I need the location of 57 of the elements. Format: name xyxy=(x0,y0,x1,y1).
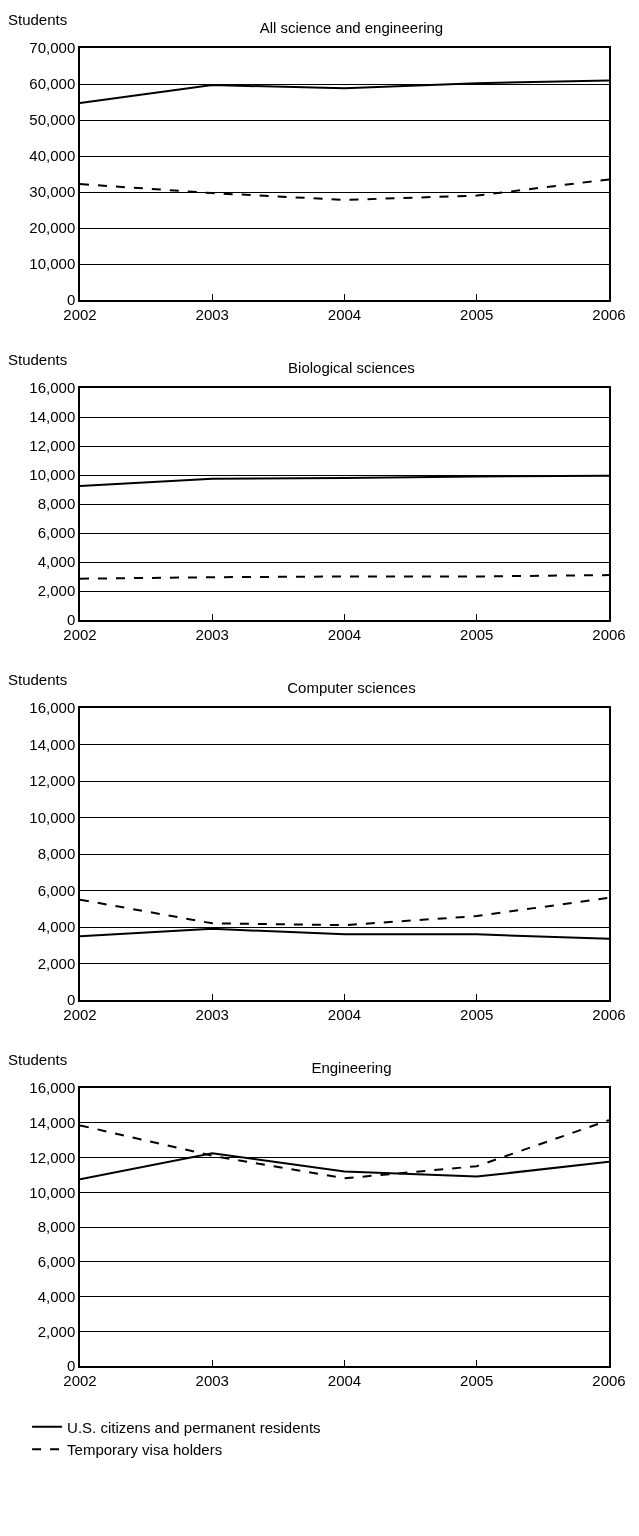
y-tick-label: 40,000 xyxy=(29,147,76,165)
y-tick-label: 4,000 xyxy=(37,918,76,936)
y-tick-label: 6,000 xyxy=(37,1253,76,1270)
y-tick-label: 50,000 xyxy=(29,111,76,129)
x-tick-label: 2003 xyxy=(195,305,229,323)
x-tick-label: 2006 xyxy=(592,305,626,323)
y-axis-title: Students xyxy=(8,11,68,28)
legend-label: U.S. citizens and permanent residents xyxy=(67,1418,321,1436)
x-tick-label: 2004 xyxy=(327,305,362,323)
chart-title: Biological sciences xyxy=(288,359,415,377)
y-tick-label: 16,000 xyxy=(29,1079,76,1097)
x-tick-label: 2003 xyxy=(195,1371,229,1389)
y-tick-label: 16,000 xyxy=(29,699,76,717)
y-tick-label: 2,000 xyxy=(37,582,76,600)
x-tick-label: 2003 xyxy=(195,625,229,643)
y-tick-label: 10,000 xyxy=(29,466,76,484)
y-axis-title: Students xyxy=(8,671,68,688)
y-tick-label: 2,000 xyxy=(37,954,76,972)
y-tick-label: 6,000 xyxy=(37,881,76,899)
x-tick-label: 2006 xyxy=(592,1005,626,1023)
y-tick-label: 12,000 xyxy=(29,1148,76,1166)
y-tick-label: 10,000 xyxy=(29,255,76,273)
x-tick-label: 2005 xyxy=(460,1005,494,1023)
y-tick-label: 8,000 xyxy=(37,845,76,863)
y-tick-label: 16,000 xyxy=(29,379,76,397)
y-tick-label: 20,000 xyxy=(29,219,76,237)
y-tick-label: 14,000 xyxy=(29,1114,76,1131)
chart-title: All science and engineering xyxy=(259,19,444,37)
y-tick-label: 4,000 xyxy=(37,553,76,571)
x-tick-label: 2004 xyxy=(327,1371,362,1389)
x-tick-label: 2004 xyxy=(327,1005,362,1023)
y-tick-label: 70,000 xyxy=(29,39,76,57)
y-tick-label: 14,000 xyxy=(29,408,76,426)
x-tick-label: 2003 xyxy=(195,1005,229,1023)
x-tick-label: 2005 xyxy=(460,625,494,643)
y-axis-title: Students xyxy=(8,351,68,368)
x-tick-label: 2006 xyxy=(592,625,626,643)
y-axis-title: Students xyxy=(8,1051,68,1068)
y-tick-label: 60,000 xyxy=(29,75,76,93)
y-tick-label: 8,000 xyxy=(37,1218,76,1236)
chart-title: Engineering xyxy=(311,1059,392,1077)
chart-title: Computer sciences xyxy=(287,679,416,697)
y-tick-label: 10,000 xyxy=(29,808,76,826)
y-tick-label: 2,000 xyxy=(37,1322,76,1340)
y-tick-label: 6,000 xyxy=(37,524,76,542)
y-tick-label: 4,000 xyxy=(37,1287,76,1305)
x-tick-label: 2006 xyxy=(592,1371,626,1389)
y-tick-label: 30,000 xyxy=(29,183,76,201)
x-tick-label: 2004 xyxy=(327,625,362,643)
legend-label: Temporary visa holders xyxy=(67,1441,223,1459)
x-tick-label: 2005 xyxy=(460,305,494,323)
y-tick-label: 8,000 xyxy=(37,495,76,513)
y-tick-label: 14,000 xyxy=(29,735,76,753)
y-tick-label: 10,000 xyxy=(29,1183,76,1201)
x-tick-label: 2005 xyxy=(460,1371,494,1389)
y-tick-label: 12,000 xyxy=(29,772,76,790)
y-tick-label: 12,000 xyxy=(29,437,76,455)
